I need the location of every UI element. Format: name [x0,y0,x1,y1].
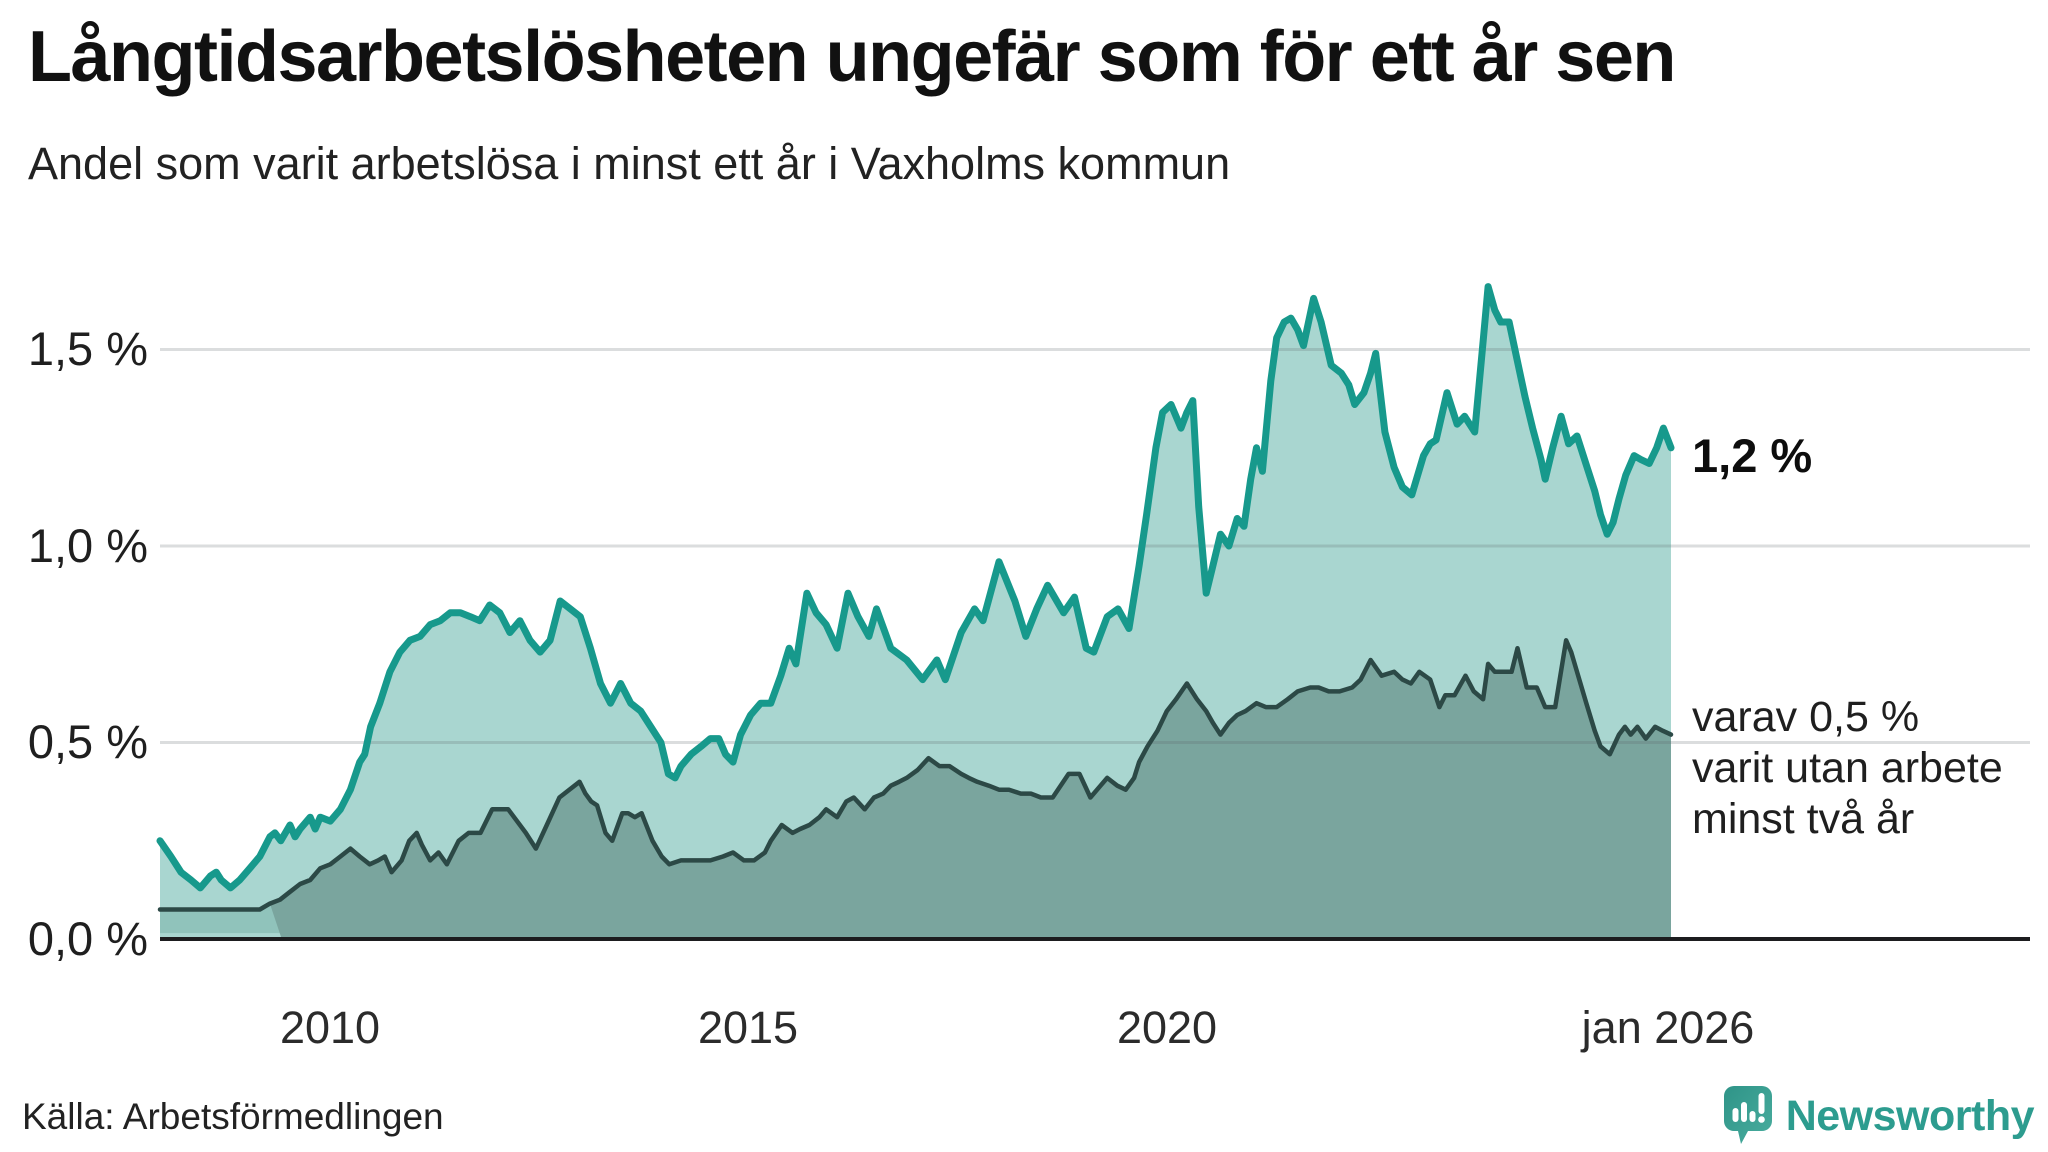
y-axis-label-1_0: 1,0 % [27,519,148,572]
x-axis-label-2010: 2010 [279,1002,381,1053]
y-axis-label-1_5: 1,5 % [27,322,148,375]
newsworthy-speech-bubble-chart-icon [1723,1086,1772,1146]
secondary-series-label-line2: varit utan arbete [1692,744,2003,792]
x-axis-label-2020: 2020 [1116,1002,1218,1053]
latest-value-label: 1,2 % [1692,429,1813,482]
two-year-series-area [269,640,1671,939]
x-axis-label-2015: 2015 [697,1002,799,1053]
secondary-series-label: varav 0,5 % varit utan arbete minst två … [1692,692,2003,845]
newsworthy-logo-text: Newsworthy [1785,1091,2035,1140]
two-year-series-line [157,638,1674,912]
y-axis-label-0: 0,0 % [27,912,148,965]
page-title: Långtidsarbetslösheten ungefär som för e… [28,17,1676,97]
y-axis-label-0_5: 0,5 % [27,715,148,768]
secondary-series-label-line3: minst två år [1692,795,1915,843]
secondary-series-label-line1: varav 0,5 % [1692,693,1920,741]
newsworthy-logo: Newsworthy [1723,1086,2035,1146]
source-note: Källa: Arbetsförmedlingen [22,1096,444,1137]
total-series-line [156,283,1675,892]
page-subtitle: Andel som varit arbetslösa i minst ett å… [28,138,1231,189]
x-axis-label-jan-2026: jan 2026 [1581,1002,1755,1053]
